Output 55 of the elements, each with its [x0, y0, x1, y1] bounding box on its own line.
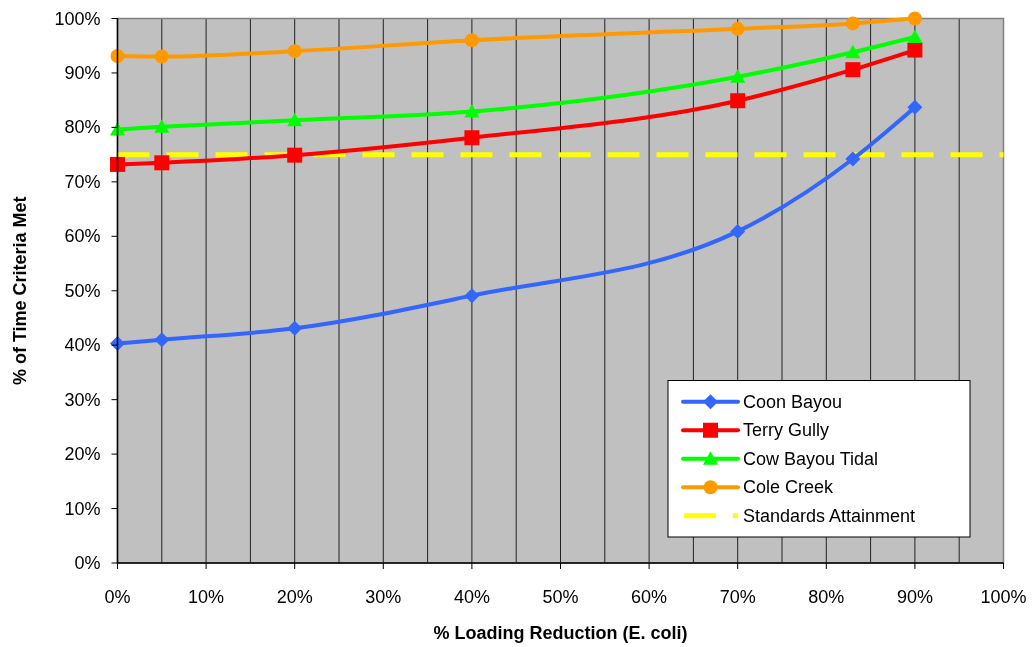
x-tick-label: 100%	[980, 587, 1027, 607]
x-tick-label: 90%	[896, 587, 933, 607]
x-tick-label: 60%	[631, 587, 668, 607]
x-tick-label: 50%	[542, 587, 579, 607]
y-tick-label: 0%	[74, 553, 101, 573]
y-tick-label: 20%	[64, 444, 101, 465]
y-tick-label: 70%	[64, 171, 101, 192]
x-tick-label: 40%	[453, 587, 490, 607]
point	[845, 62, 861, 78]
x-tick-label: 30%	[365, 587, 402, 607]
point	[154, 332, 170, 348]
y-tick-label: 90%	[64, 62, 101, 83]
y-axis-title: % of Time Criteria Met	[10, 196, 30, 386]
y-tick-label: 10%	[64, 498, 101, 519]
legend-label: Cole Creek	[743, 477, 835, 498]
point	[730, 223, 746, 239]
x-tick-label: 20%	[276, 587, 313, 607]
x-tick-label: 80%	[808, 587, 845, 607]
point	[287, 44, 302, 59]
point	[845, 44, 861, 59]
point	[907, 11, 922, 26]
point	[464, 33, 479, 48]
point	[907, 42, 923, 58]
point	[464, 288, 480, 304]
point	[154, 119, 170, 133]
y-tick-label: 100%	[54, 8, 101, 29]
point	[907, 29, 923, 44]
point	[287, 147, 303, 163]
point	[464, 130, 480, 146]
y-tick-label: 80%	[64, 117, 101, 138]
point	[730, 69, 746, 83]
point	[287, 320, 303, 336]
point	[154, 155, 170, 171]
point	[730, 21, 745, 36]
x-axis-title: % Loading Reduction (E. coli)	[433, 623, 688, 643]
point	[845, 16, 860, 31]
legend-label: Terry Gully	[743, 420, 830, 441]
x-tick-label: 70%	[719, 587, 756, 607]
point	[110, 156, 125, 172]
point	[287, 112, 303, 127]
point	[907, 99, 923, 115]
point	[730, 93, 746, 109]
legend-label: Cow Bayou Tidal	[743, 448, 879, 469]
legend-label: Coon Bayou	[743, 391, 843, 412]
point	[845, 151, 861, 167]
y-tick-label: 50%	[64, 280, 101, 301]
y-tick-label: 30%	[64, 389, 101, 410]
point	[154, 49, 169, 64]
x-tick-label: 0%	[104, 587, 131, 607]
point	[464, 104, 480, 118]
point	[110, 122, 125, 136]
y-tick-label: 60%	[64, 226, 101, 247]
x-tick-label: 10%	[188, 587, 225, 607]
y-tick-label: 40%	[64, 335, 101, 356]
legend-label: Standards Attainment	[743, 505, 916, 526]
